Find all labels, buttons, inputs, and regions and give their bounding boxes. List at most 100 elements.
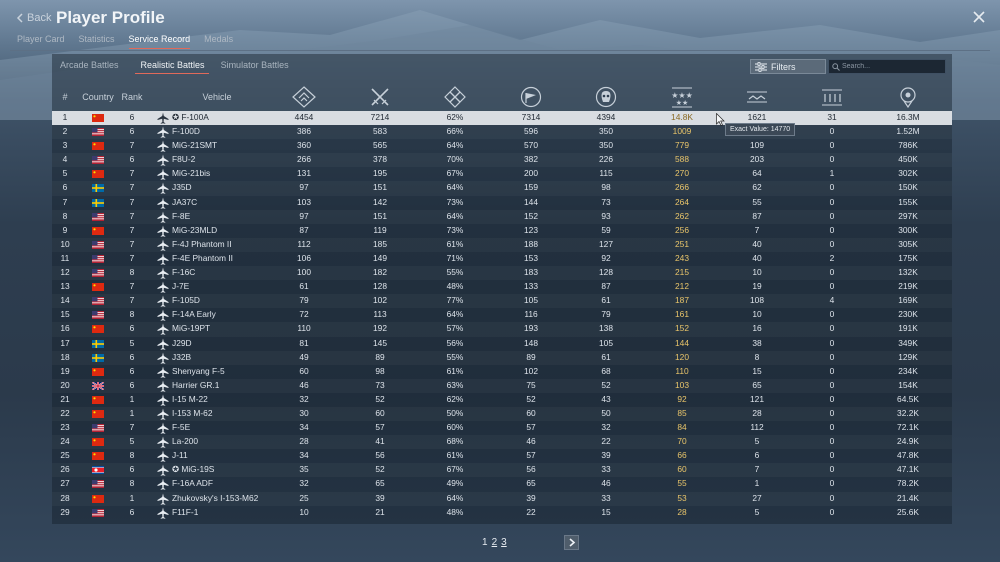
- row-stat-2: 128: [373, 281, 387, 292]
- table-row[interactable]: 5 7 MiG-21bis 131 195 67% 200 115 270 64 1 302K: [52, 167, 952, 181]
- ground-kills-icon[interactable]: [820, 86, 844, 108]
- row-stat-3: 66%: [446, 126, 464, 137]
- row-stat-1: 81: [299, 337, 309, 348]
- tab-simulator-battles[interactable]: Simulator Battles: [220, 60, 289, 70]
- table-row[interactable]: 23 7 F-5E 34 57 60% 57 32 84 112 0 72.1K: [52, 421, 952, 435]
- country-flag-cn-icon: [92, 114, 104, 122]
- tab-realistic-battles[interactable]: Realistic Battles: [134, 60, 209, 74]
- table-row[interactable]: 15 8 F-14A Early 72 113 64% 116 79 161 10 0 230K: [52, 308, 952, 322]
- row-stat-7: 203: [750, 154, 764, 165]
- table-row[interactable]: 22 1 I-153 M-62 30 60 50% 60 50 85 28 0 32.2K: [52, 407, 952, 421]
- col-rank[interactable]: Rank: [121, 92, 143, 102]
- row-stat-1: 4454: [294, 112, 314, 122]
- row-stat-3: 57%: [446, 323, 464, 334]
- row-vehicle-name: F-4E Phantom II: [172, 252, 233, 263]
- victories-icon[interactable]: [443, 86, 467, 108]
- row-stat-1: 266: [297, 154, 311, 165]
- row-stat-9: 129K: [898, 351, 918, 362]
- row-stat-5: 22: [601, 436, 611, 447]
- row-rank: 7: [129, 140, 135, 151]
- search-box[interactable]: [828, 59, 946, 74]
- table-row[interactable]: 27 8 F-16A ADF 32 65 49% 65 46 55 1 0 78.2K: [52, 477, 952, 491]
- location-pin-icon[interactable]: [896, 86, 920, 108]
- tab-service-record[interactable]: Service Record: [128, 34, 191, 49]
- row-stat-7: 112: [750, 422, 764, 433]
- page-2[interactable]: 2: [491, 537, 498, 548]
- row-stat-8: 31: [827, 112, 837, 122]
- col-number[interactable]: #: [62, 92, 68, 102]
- next-page-button[interactable]: [564, 535, 579, 550]
- row-stat-4: 200: [524, 168, 538, 179]
- search-input[interactable]: [842, 63, 942, 70]
- table-row[interactable]: 1 6 ✪ F-100A 4454 7214 62% 7314 4394 14.8K 1621 31…: [52, 111, 952, 126]
- respawns-flag-icon[interactable]: [519, 86, 543, 108]
- top-bar: Back | Player Profile Player Card Statis…: [0, 0, 1000, 52]
- table-row[interactable]: 19 6 Shenyang F-5 60 98 61% 102 68 110 15 0 234K: [52, 365, 952, 379]
- table-row[interactable]: 13 7 J-7E 61 128 48% 133 87 212 19 0 219K: [52, 280, 952, 294]
- row-rank: 7: [129, 196, 135, 207]
- air-kills-icon[interactable]: [745, 86, 769, 108]
- row-stat-2: 583: [373, 126, 387, 137]
- tab-statistics[interactable]: Statistics: [78, 34, 115, 44]
- stars-score-icon[interactable]: ★★★★★: [670, 86, 694, 108]
- close-icon[interactable]: [972, 10, 986, 24]
- country-flag-us-icon: [92, 212, 104, 221]
- row-stat-4: 60: [526, 407, 536, 418]
- row-stat-2: 185: [373, 238, 387, 249]
- row-stat-9: 169K: [898, 295, 918, 306]
- row-stat-2: 60: [375, 407, 385, 418]
- table-row[interactable]: 28 1 Zhukovsky's I-153-M62 25 39 64% 39 33 53 27 0…: [52, 492, 952, 506]
- tab-arcade-battles[interactable]: Arcade Battles: [60, 60, 119, 70]
- tab-medals[interactable]: Medals: [204, 34, 234, 44]
- jet-aircraft-icon: [157, 253, 169, 265]
- crossed-swords-icon[interactable]: [368, 86, 392, 108]
- table-row[interactable]: 9 7 MiG-23MLD 87 119 73% 123 59 256 7 0 300K: [52, 224, 952, 238]
- row-rank: 6: [129, 323, 135, 334]
- table-row[interactable]: 26 6 ✪ MiG-19S 35 52 67% 56 33 60 7 0 47.1K: [52, 463, 952, 477]
- row-stat-8: 2: [829, 252, 835, 263]
- page-3[interactable]: 3: [501, 537, 507, 548]
- table-row[interactable]: 3 7 MiG-21SMT 360 565 64% 570 350 779 109 0 786K: [52, 139, 952, 153]
- table-row[interactable]: 6 7 J35D 97 151 64% 159 98 266 62 0 150K: [52, 181, 952, 195]
- row-stat-3: 50%: [446, 407, 464, 418]
- table-row[interactable]: 4 6 F8U-2 266 378 70% 382 226 588 203 0 450K: [52, 153, 952, 167]
- back-button[interactable]: Back |: [16, 12, 59, 24]
- country-flag-us-icon: [92, 240, 104, 249]
- table-row[interactable]: 8 7 F-8E 97 151 64% 152 93 262 87 0 297K: [52, 210, 952, 224]
- row-stat-7: 55: [752, 196, 762, 207]
- table-row[interactable]: 20 6 Harrier GR.1 46 73 63% 75 52 103 65 0 154K: [52, 379, 952, 393]
- row-stat-7: 5: [754, 506, 760, 517]
- table-row[interactable]: 14 7 F-105D 79 102 77% 105 61 187 108 4 169K: [52, 294, 952, 308]
- table-row[interactable]: 7 7 JA37C 103 142 73% 144 73 264 55 0 155K: [52, 196, 952, 210]
- table-row[interactable]: 24 5 La-200 28 41 68% 46 22 70 5 0 24.9K: [52, 435, 952, 449]
- col-vehicle[interactable]: Vehicle: [202, 92, 232, 102]
- row-stat-7: 1621: [747, 112, 767, 122]
- table-row[interactable]: 29 6 F11F-1 10 21 48% 22 15 28 5 0 25.6K: [52, 506, 952, 520]
- skull-kills-icon[interactable]: [594, 86, 618, 108]
- row-stat-4: 52: [526, 393, 536, 404]
- table-row[interactable]: 21 1 I-15 M-22 32 52 62% 52 43 92 121 0 64.5K: [52, 393, 952, 407]
- tab-player-card[interactable]: Player Card: [17, 34, 65, 44]
- table-row[interactable]: 11 7 F-4E Phantom II 106 149 71% 153 92 243 40 2 17…: [52, 252, 952, 266]
- page-1[interactable]: 1: [482, 537, 488, 548]
- filters-button[interactable]: Filters: [750, 59, 826, 74]
- table-row[interactable]: 16 6 MiG-19PT 110 192 57% 193 138 152 16 0 191K: [52, 322, 952, 336]
- table-row[interactable]: 10 7 F-4J Phantom II 112 185 61% 188 127 251 40 0 3…: [52, 238, 952, 252]
- country-flag-se-icon: [92, 198, 104, 207]
- col-country[interactable]: Country: [82, 92, 114, 102]
- row-stat-4: 75: [526, 379, 536, 390]
- jet-aircraft-icon: [157, 112, 169, 124]
- table-row[interactable]: 12 8 F-16C 100 182 55% 183 128 215 10 0 132K: [52, 266, 952, 280]
- row-stat-4: 144: [524, 196, 538, 207]
- table-row[interactable]: 25 8 J-11 34 56 61% 57 39 66 6 0 47.8K: [52, 449, 952, 463]
- table-row[interactable]: 18 6 J32B 49 89 55% 89 61 120 8 0 129K: [52, 351, 952, 365]
- row-vehicle-name: F-14A Early: [172, 309, 216, 320]
- row-stat-3: 61%: [446, 450, 464, 461]
- battles-icon[interactable]: [292, 86, 316, 108]
- row-stat-6: 251: [675, 238, 689, 249]
- row-stat-2: 57: [375, 422, 385, 433]
- table-row[interactable]: 17 5 J29D 81 145 56% 148 105 144 38 0 349K: [52, 337, 952, 351]
- row-stat-5: 46: [601, 478, 611, 489]
- row-stat-8: 0: [829, 351, 835, 362]
